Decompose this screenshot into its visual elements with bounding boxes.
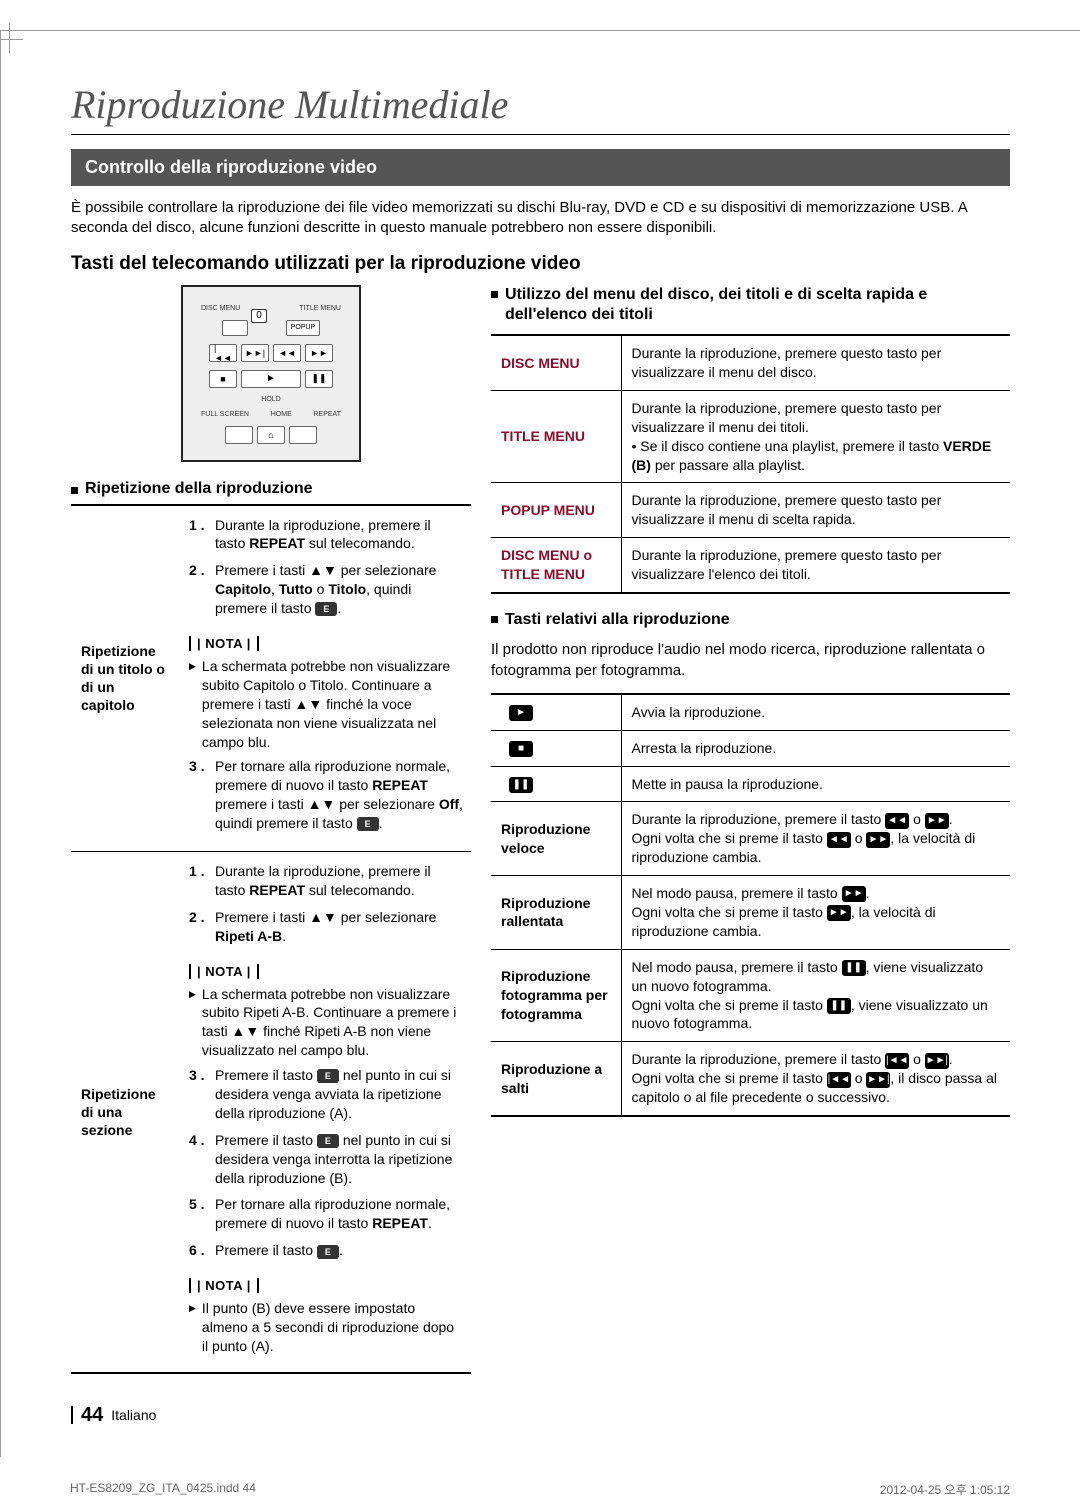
menu-key: TITLE MENU: [491, 390, 621, 483]
play-key: Riproduzione rallentata: [491, 876, 621, 950]
page-title: Riproduzione Multimediale: [71, 81, 1010, 135]
remote-repeat-btn: [289, 426, 317, 444]
repeat-table: Ripetizione di un titolo o di un capitol…: [71, 504, 471, 1374]
remote-next-btn: ►►|: [241, 344, 269, 362]
play-key: Riproduzione veloce: [491, 802, 621, 876]
repeat-row-label: Ripetizione di un titolo o di un capitol…: [71, 505, 181, 852]
remote-prev-btn: |◄◄: [209, 344, 237, 362]
remote-fullscreen-btn: [225, 426, 253, 444]
footer-divider: [71, 1406, 73, 1424]
menu-heading: Utilizzo del menu del disco, dei titoli …: [491, 285, 1010, 327]
page-number: 44: [81, 1404, 103, 1427]
remote-pause-btn: ❚❚: [305, 370, 333, 388]
play-key: Riproduzione fotogramma per fotogramma: [491, 949, 621, 1042]
columns: 0 DISC MENU TITLE MENU POPUP |◄◄ ►►| ◄◄ …: [71, 285, 1010, 1374]
menu-key: DISC MENU: [491, 335, 621, 390]
play-value: Mette in pausa la riproduzione.: [621, 766, 1010, 802]
intro-text: È possibile controllare la riproduzione …: [71, 198, 1010, 239]
footer-lang: Italiano: [111, 1407, 156, 1423]
meta-right: 2012-04-25 오후 1:05:12: [880, 1481, 1010, 1498]
section-bar: Controllo della riproduzione video: [71, 149, 1010, 186]
remote-disc-menu-label: DISC MENU: [201, 305, 240, 312]
menu-value: Durante la riproduzione, premere questo …: [621, 483, 1010, 538]
play-desc: Il prodotto non riproduce l'audio nel mo…: [491, 639, 1010, 681]
remote-top-labels: DISC MENU TITLE MENU: [199, 305, 343, 312]
remote-stop-btn: ■: [209, 370, 237, 388]
play-table: ►Avvia la riproduzione.■Arresta la ripro…: [491, 693, 1010, 1117]
subhead: Tasti del telecomando utilizzati per la …: [71, 253, 1010, 275]
remote-rew-btn: ◄◄: [273, 344, 301, 362]
remote-title-menu-label: TITLE MENU: [299, 305, 341, 312]
repeat-row-content: 1 .Durante la riproduzione, premere il t…: [181, 851, 471, 1372]
left-column: 0 DISC MENU TITLE MENU POPUP |◄◄ ►►| ◄◄ …: [71, 285, 471, 1374]
meta-line: HT-ES8209_ZG_ITA_0425.indd 44 2012-04-25…: [0, 1457, 1080, 1508]
remote-ff-btn: ►►: [305, 344, 333, 362]
footer: 44 Italiano: [71, 1404, 1010, 1427]
remote-diagram: 0 DISC MENU TITLE MENU POPUP |◄◄ ►►| ◄◄ …: [181, 285, 361, 462]
remote-num-badge: 0: [251, 309, 267, 323]
remote-bottom-labels: FULL SCREEN HOME REPEAT: [199, 411, 343, 418]
repeat-row-content: 1 .Durante la riproduzione, premere il t…: [181, 505, 471, 852]
menu-table: DISC MENUDurante la riproduzione, premer…: [491, 334, 1010, 594]
remote-fullscreen-label: FULL SCREEN: [201, 411, 249, 418]
play-value: Arresta la riproduzione.: [621, 730, 1010, 766]
remote-row-5: ⌂: [199, 426, 343, 444]
play-icon-cell: ■: [491, 730, 621, 766]
remote-popup-btn: POPUP: [286, 320, 321, 336]
remote-row-1: POPUP: [199, 320, 343, 336]
play-value: Avvia la riproduzione.: [621, 694, 1010, 730]
play-value: Nel modo pausa, premere il tasto ❚❚, vie…: [621, 949, 1010, 1042]
repeat-row-label: Ripetizione di una sezione: [71, 851, 181, 1372]
remote-home-btn: ⌂: [257, 426, 285, 444]
menu-key: POPUP MENU: [491, 483, 621, 538]
remote-play-btn: ►: [241, 370, 301, 388]
meta-left: HT-ES8209_ZG_ITA_0425.indd 44: [70, 1481, 256, 1498]
page-frame: Riproduzione Multimediale Controllo dell…: [0, 30, 1080, 1457]
menu-value: Durante la riproduzione, premere questo …: [621, 390, 1010, 483]
play-value: Nel modo pausa, premere il tasto ►►.Ogni…: [621, 876, 1010, 950]
remote-row-2: |◄◄ ►►| ◄◄ ►►: [199, 344, 343, 362]
play-value: Durante la riproduzione, premere il tast…: [621, 802, 1010, 876]
play-icon-cell: ►: [491, 694, 621, 730]
remote-home-label: HOME: [271, 411, 292, 418]
menu-value: Durante la riproduzione, premere questo …: [621, 538, 1010, 593]
remote-disc-menu-btn: [222, 320, 248, 336]
play-value: Durante la riproduzione, premere il tast…: [621, 1042, 1010, 1116]
play-icon-cell: ❚❚: [491, 766, 621, 802]
play-heading: Tasti relativi alla riproduzione: [491, 610, 1010, 631]
remote-hold-label: HOLD: [199, 396, 343, 403]
remote-repeat-label: REPEAT: [313, 411, 341, 418]
menu-value: Durante la riproduzione, premere questo …: [621, 335, 1010, 390]
play-key: Riproduzione a salti: [491, 1042, 621, 1116]
repeat-section-title: Ripetizione della riproduzione: [71, 480, 471, 498]
right-column: Utilizzo del menu del disco, dei titoli …: [491, 285, 1010, 1374]
remote-row-3: ■ ► ❚❚: [199, 370, 343, 388]
menu-key: DISC MENU o TITLE MENU: [491, 538, 621, 593]
